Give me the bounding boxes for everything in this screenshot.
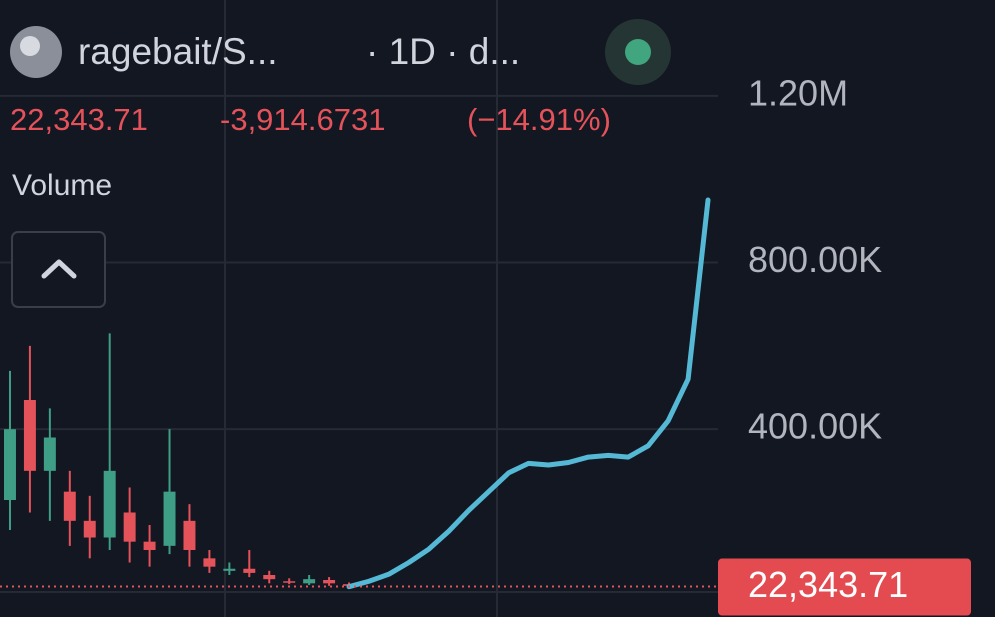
volume-label: Volume	[12, 169, 112, 202]
last-price-tag-label: 22,343.71	[748, 564, 908, 605]
candle-body	[163, 491, 176, 546]
price-line	[346, 197, 711, 590]
last-price-tag	[718, 558, 971, 616]
candle-body	[283, 581, 296, 583]
avatar-detail	[20, 36, 40, 56]
candle-body	[203, 558, 216, 567]
y-tick-label: 400.00K	[748, 406, 882, 447]
candle-body	[223, 568, 236, 571]
change-percent: (−14.91%)	[467, 102, 611, 137]
y-tick-label: 800.00K	[748, 239, 882, 280]
candle-body	[243, 568, 256, 573]
candle-body	[43, 437, 56, 471]
candle-body	[183, 520, 196, 550]
collapse-button[interactable]	[11, 231, 106, 308]
candle-body	[263, 575, 276, 580]
candle-body	[323, 580, 336, 584]
status-dot	[625, 39, 651, 65]
candle-body	[3, 429, 16, 500]
plot	[0, 94, 718, 590]
chevron-icon	[41, 259, 77, 279]
candle-body	[103, 470, 116, 538]
symbol[interactable]: ragebait/S...	[78, 31, 278, 72]
candle-body	[143, 541, 156, 550]
candle-body	[63, 491, 76, 521]
price-axis: 400.00K 800.00K 1.20M 22,343.71	[718, 72, 971, 616]
last-price: 22,343.71	[10, 102, 148, 137]
candle-body	[303, 579, 316, 584]
interval[interactable]: · 1D · d...	[366, 31, 520, 72]
change: -3,914.6731	[220, 102, 385, 137]
y-tick-label: 1.20M	[748, 72, 848, 113]
candle-body	[83, 520, 96, 538]
candle-body	[23, 400, 36, 471]
candle-body	[123, 512, 136, 542]
